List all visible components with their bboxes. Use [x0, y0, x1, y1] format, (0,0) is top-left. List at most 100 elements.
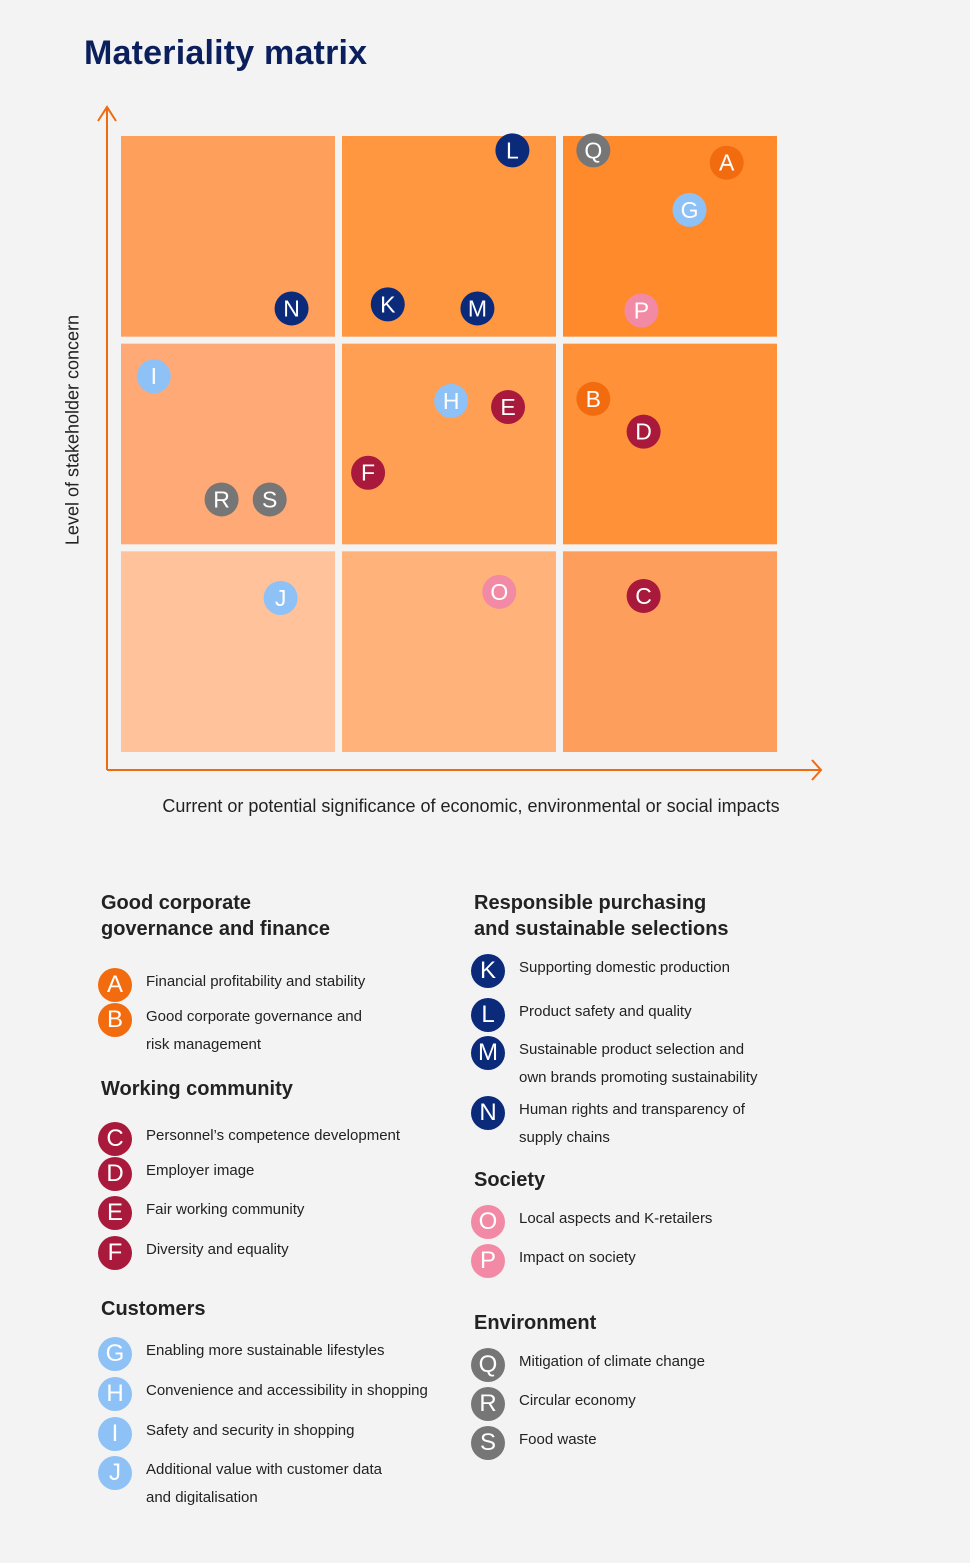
point-d	[626, 414, 661, 449]
point-g	[672, 192, 707, 227]
point-label-o: O	[490, 579, 508, 605]
point-label-i: I	[151, 363, 157, 389]
point-label-r: R	[213, 486, 230, 512]
matrix-cell-r0-c2	[563, 551, 777, 752]
legend-item-label: Impact on society	[519, 1249, 636, 1266]
point-label-j: J	[275, 585, 287, 611]
legend-badge-h: H	[98, 1377, 132, 1411]
legend-item-s: S Food waste	[471, 1426, 597, 1460]
legend-item-o: O Local aspects and K-retailers	[471, 1205, 712, 1239]
legend-item-l: L Product safety and quality	[471, 998, 692, 1032]
legend-item-a: A Financial profitability and stability	[98, 968, 365, 1002]
point-o	[482, 574, 517, 609]
legend-item-label: Product safety and quality	[519, 1003, 692, 1020]
point-label-e: E	[500, 394, 515, 420]
legend-item-label: Local aspects and K-retailers	[519, 1210, 713, 1227]
legend-item-g: G Enabling more sustainable lifestyles	[98, 1337, 384, 1371]
legend-item-label: Enabling more sustainable lifestyles	[146, 1342, 385, 1359]
legend-item-p: P Impact on society	[471, 1244, 636, 1278]
legend-item-label: Fair working community	[146, 1201, 305, 1218]
legend-item-label: Human rights and transparency of supply …	[519, 1101, 745, 1146]
point-c	[626, 578, 661, 613]
point-f	[351, 455, 386, 490]
point-n	[274, 291, 309, 326]
legend-item-label: Financial profitability and stability	[146, 973, 366, 990]
legend-badge-k: K	[471, 954, 505, 988]
legend-item-label: Convenience and accessibility in shoppin…	[146, 1382, 428, 1399]
legend-item-m: M Sustainable product selection and own b…	[471, 1036, 757, 1092]
point-label-l: L	[506, 137, 519, 163]
point-h	[434, 383, 469, 418]
point-i	[136, 359, 171, 394]
point-q	[576, 133, 611, 168]
point-a	[709, 145, 744, 180]
legend-item-label: Personnel’s competence development	[146, 1127, 401, 1144]
point-l	[495, 133, 530, 168]
point-s	[252, 482, 287, 517]
legend-item-h: H Convenience and accessibility in shoppi…	[98, 1377, 428, 1411]
legend-item-k: K Supporting domestic production	[471, 954, 730, 988]
legend-item-label: Circular economy	[519, 1392, 636, 1409]
legend-badge-s: S	[471, 1426, 505, 1460]
legend-item-label: Mitigation of climate change	[519, 1353, 705, 1370]
x-axis-label: Current or potential significance of eco…	[162, 796, 780, 816]
legend-item-r: R Circular economy	[471, 1387, 636, 1421]
point-p	[624, 293, 659, 328]
point-label-f: F	[361, 460, 375, 486]
point-k	[370, 287, 405, 322]
legend-item-label: Diversity and equality	[146, 1241, 289, 1258]
legend-badge-q: Q	[471, 1348, 505, 1382]
point-label-s: S	[262, 486, 277, 512]
legend-item-label: Good corporate governance and risk manag…	[146, 1008, 362, 1053]
point-r	[204, 482, 239, 517]
legend-item-d: D Employer image	[98, 1157, 254, 1191]
legend-item-f: F Diversity and equality	[98, 1236, 289, 1270]
legend-badge-b: B	[98, 1003, 132, 1037]
point-label-m: M	[468, 295, 487, 321]
legend-badge-c: C	[98, 1122, 132, 1156]
legend-group-title: Society	[474, 1169, 546, 1191]
legend-badge-o: O	[471, 1205, 505, 1239]
legend-badge-a: A	[98, 968, 132, 1002]
legend-badge-e: E	[98, 1196, 132, 1230]
legend-item-label: Sustainable product selection and own br…	[519, 1041, 758, 1086]
point-label-n: N	[283, 295, 300, 321]
point-label-h: H	[443, 388, 460, 414]
y-axis-arrow	[97, 105, 117, 122]
y-axis-label: Level of stakeholder concern	[62, 314, 83, 546]
legend-item-i: I Safety and security in shopping	[98, 1417, 354, 1451]
legend-item-label: Supporting domestic production	[519, 959, 730, 976]
legend-item-label: Food waste	[519, 1431, 597, 1448]
legend-item-label: Safety and security in shopping	[146, 1422, 355, 1439]
materiality-matrix-chart: A B C D E F G H I J K L M N O P Q R S	[97, 105, 823, 781]
point-label-c: C	[635, 583, 652, 609]
legend-item-e: E Fair working community	[98, 1196, 304, 1230]
legend-item-c: C Personnel’s competence development	[98, 1122, 400, 1156]
legend-item-b: B Good corporate governance and risk mana…	[98, 1003, 362, 1059]
point-label-b: B	[586, 386, 601, 412]
matrix-cell-r0-c0	[121, 551, 335, 752]
legend-badge-r: R	[471, 1387, 505, 1421]
legend-item-label: Additional value with customer data and …	[146, 1461, 382, 1506]
legend-badge-g: G	[98, 1337, 132, 1371]
point-j	[263, 581, 298, 615]
x-axis-arrow	[811, 759, 823, 781]
legend-item-j: J Additional value with customer data and…	[98, 1456, 382, 1512]
legend-group-title: Customers	[101, 1298, 206, 1320]
matrix-cell-r1-c2	[563, 343, 777, 545]
point-label-a: A	[719, 150, 735, 176]
legend-item-q: Q Mitigation of climate change	[471, 1348, 705, 1382]
legend-group-title: Environment	[474, 1312, 597, 1334]
legend-group-title: Responsible purchasing and sustainable s…	[474, 892, 729, 940]
legend-badge-f: F	[98, 1236, 132, 1270]
legend-badge-j: J	[98, 1456, 132, 1490]
legend-badge-d: D	[98, 1157, 132, 1191]
point-e	[491, 390, 526, 425]
point-label-k: K	[380, 291, 396, 317]
point-label-p: P	[634, 298, 649, 324]
legend-group-title: Working community	[101, 1078, 293, 1100]
legend-group-title: Good corporate governance and finance	[101, 892, 330, 940]
point-m	[460, 291, 495, 326]
legend-badge-n: N	[471, 1096, 505, 1130]
legend-badge-l: L	[471, 998, 505, 1032]
